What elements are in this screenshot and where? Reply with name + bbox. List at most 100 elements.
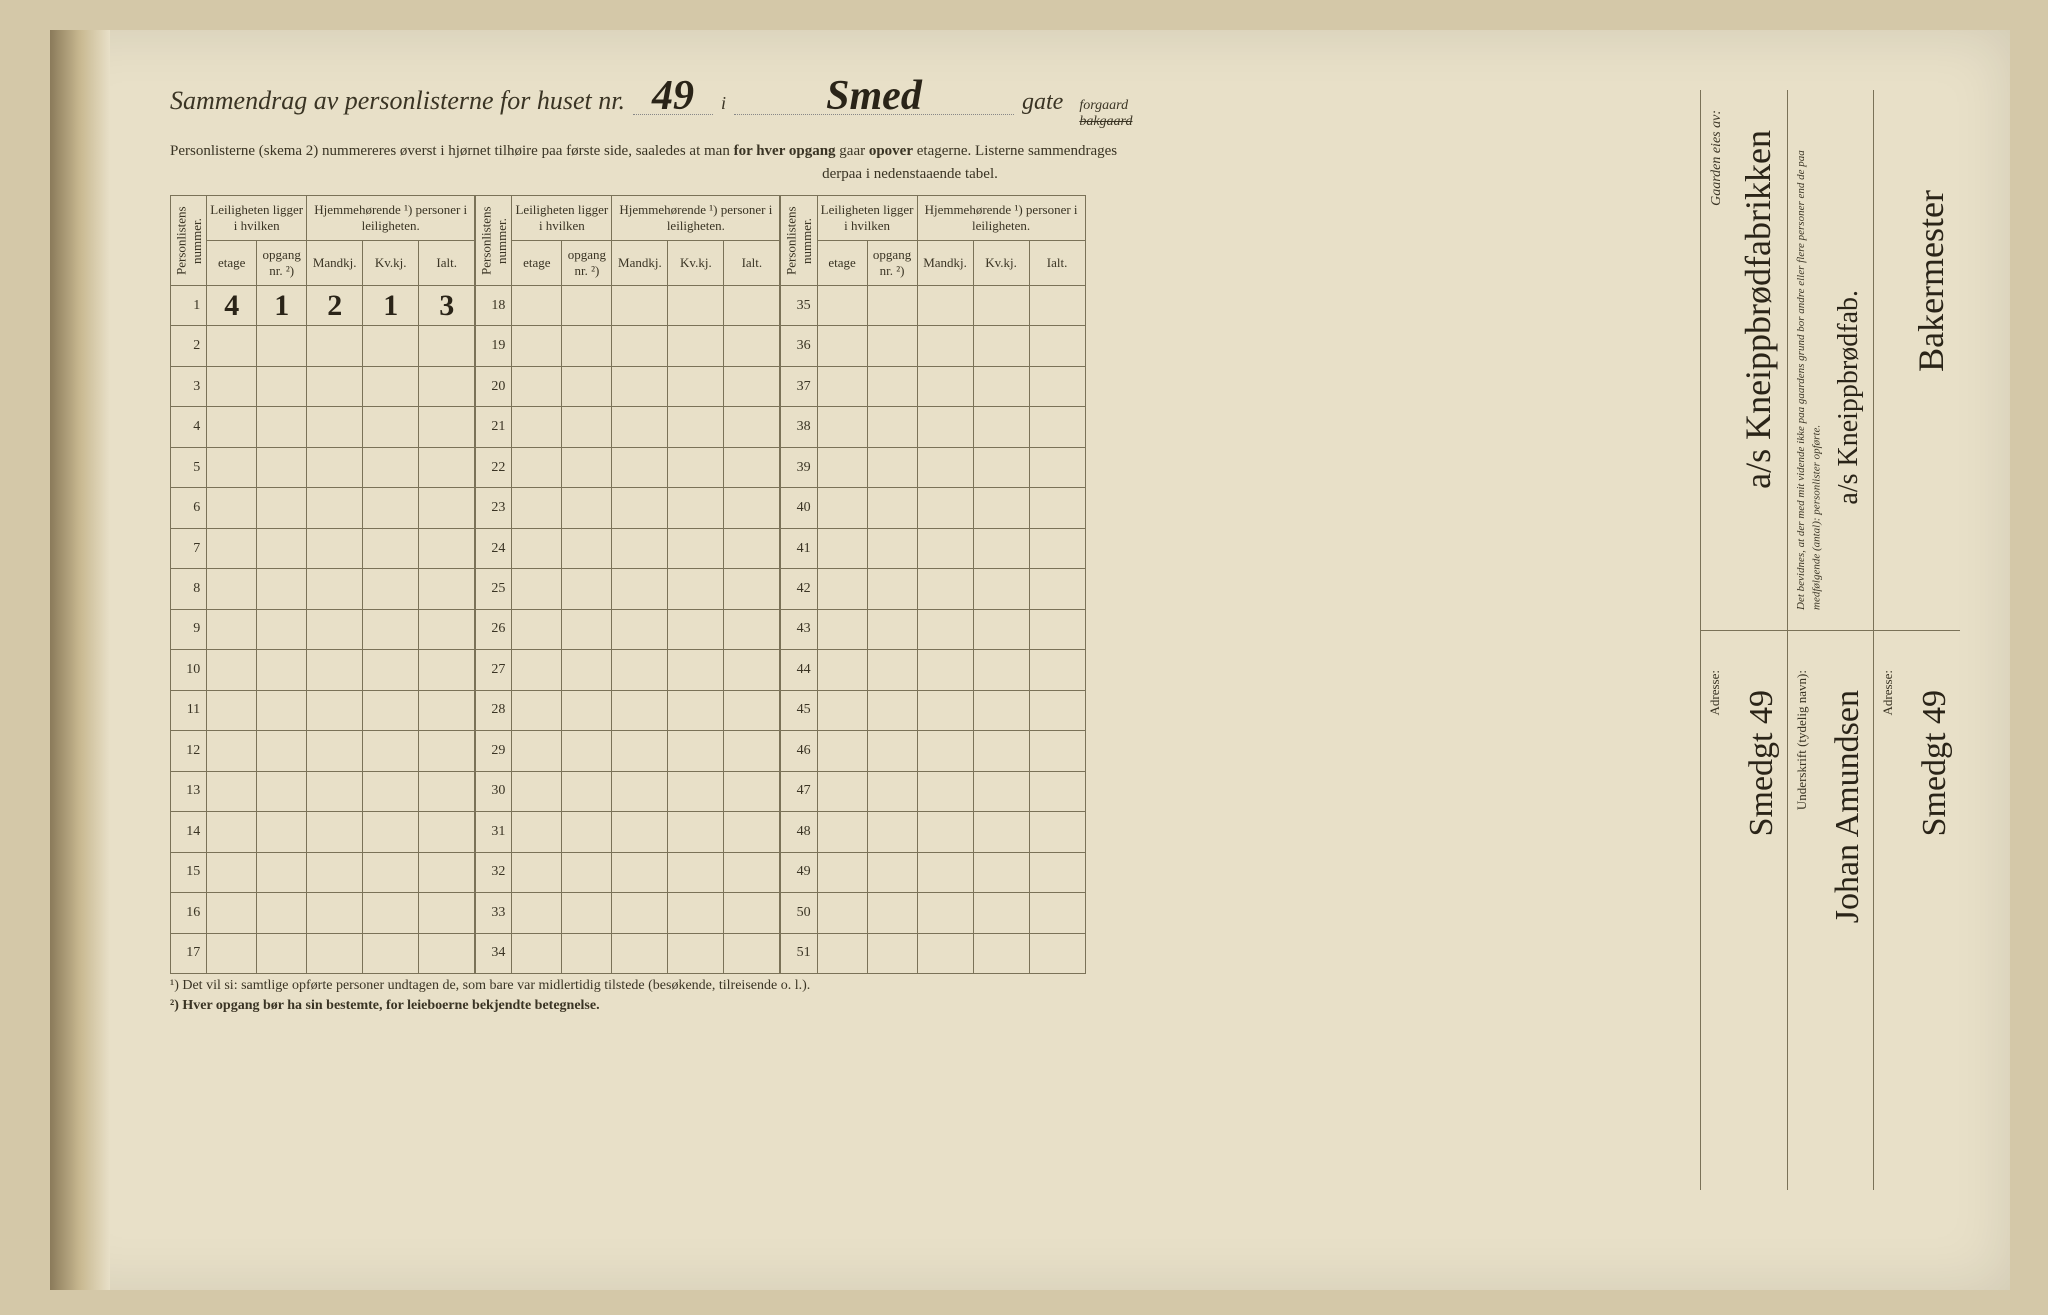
cell-num: 40 [781,488,817,528]
census-table-3: Personlistens nummer. Leiligheten ligger… [780,195,1085,974]
bakermester-value: Bakermester [1910,190,1952,372]
cell-opgang [867,609,917,649]
cell-etage [817,650,867,690]
cell-opgang [257,893,307,933]
cell-ialt [724,528,780,568]
table-row: 44 [781,650,1085,690]
table-row: 43 [781,609,1085,649]
cell-ialt [724,286,780,326]
cell-opgang [867,852,917,892]
cell-ialt [419,771,475,811]
cell-mandkj [612,488,668,528]
cell-ialt [419,366,475,406]
cell-num: 26 [476,609,512,649]
cell-num: 2 [171,326,207,366]
cell-opgang [867,812,917,852]
title-line: Sammendrag av personlisterne for huset n… [170,80,1650,130]
cell-kvkj [973,893,1029,933]
header-leiligheten: Leiligheten ligger i hvilken [817,196,917,241]
cell-etage [817,933,867,974]
header-personlistens: Personlistens nummer. [476,196,512,286]
cell-kvkj [973,609,1029,649]
cell-mandkj [307,852,363,892]
table-row: 30 [476,771,780,811]
cell-opgang [867,447,917,487]
cell-kvkj [668,690,724,730]
cell-opgang [867,366,917,406]
cell-mandkj [612,366,668,406]
table-row: 28 [476,690,780,730]
cell-kvkj [668,366,724,406]
cell-opgang [867,326,917,366]
cell-etage [817,812,867,852]
cell-opgang [867,488,917,528]
cell-ialt [1029,366,1085,406]
cell-num: 44 [781,650,817,690]
cell-num: 5 [171,447,207,487]
cell-num: 23 [476,488,512,528]
table-row: 16 [171,893,475,933]
cell-etage [207,933,257,974]
table-header: Personlistens nummer. Leiligheten ligger… [476,196,780,286]
cell-num: 9 [171,609,207,649]
cell-ialt [1029,812,1085,852]
cell-num: 12 [171,731,207,771]
cell-ialt [1029,852,1085,892]
cell-ialt [419,690,475,730]
gaarden-eies-label: Gaarden eies av: [1707,110,1727,206]
cell-etage: 4 [207,286,257,326]
cell-kvkj [668,812,724,852]
cell-ialt [419,731,475,771]
cell-mandkj [917,690,973,730]
cell-num: 17 [171,933,207,974]
cell-num: 15 [171,852,207,892]
cell-ialt [1029,771,1085,811]
cell-opgang [562,569,612,609]
cell-mandkj [612,609,668,649]
header-opgang: opgang nr. ²) [562,241,612,286]
header-personlistens: Personlistens nummer. [781,196,817,286]
footnotes: ¹) Det vil si: samtlige opførte personer… [170,978,1650,1014]
table-row: 33 [476,893,780,933]
cell-kvkj [668,771,724,811]
cell-mandkj [307,366,363,406]
cell-num: 20 [476,366,512,406]
cell-opgang [867,407,917,447]
cell-num: 38 [781,407,817,447]
sidebar-col-2: Det bevidnes, at der med mit vidende ikk… [1787,90,1874,1190]
cell-num: 51 [781,933,817,974]
cell-mandkj [612,812,668,852]
cell-num: 8 [171,569,207,609]
cell-mandkj [917,852,973,892]
cell-kvkj [668,893,724,933]
cell-kvkj [973,528,1029,568]
table-row: 18 [476,286,780,326]
cell-etage [512,407,562,447]
cell-etage [512,488,562,528]
cell-kvkj [363,366,419,406]
cell-ialt [1029,609,1085,649]
table-row: 6 [171,488,475,528]
cell-num: 29 [476,731,512,771]
cell-ialt [419,812,475,852]
cell-kvkj [363,812,419,852]
cell-mandkj [307,812,363,852]
table-row: 23 [476,488,780,528]
underskrift-value: Johan Amundsen [1829,690,1867,923]
cell-kvkj [973,569,1029,609]
cell-kvkj [668,650,724,690]
cell-ialt [419,893,475,933]
adresse2-value: Smedgt 49 [1743,690,1781,836]
table-row: 42 [781,569,1085,609]
cell-opgang [257,609,307,649]
cell-etage [207,893,257,933]
cell-opgang [257,933,307,974]
cell-mandkj [612,731,668,771]
table-header: Personlistens nummer. Leiligheten ligger… [781,196,1085,286]
cell-num: 11 [171,690,207,730]
footnote-1: ¹) Det vil si: samtlige opførte personer… [170,978,1650,994]
cell-num: 14 [171,812,207,852]
cell-opgang [257,771,307,811]
cell-ialt [1029,569,1085,609]
cell-kvkj [363,731,419,771]
